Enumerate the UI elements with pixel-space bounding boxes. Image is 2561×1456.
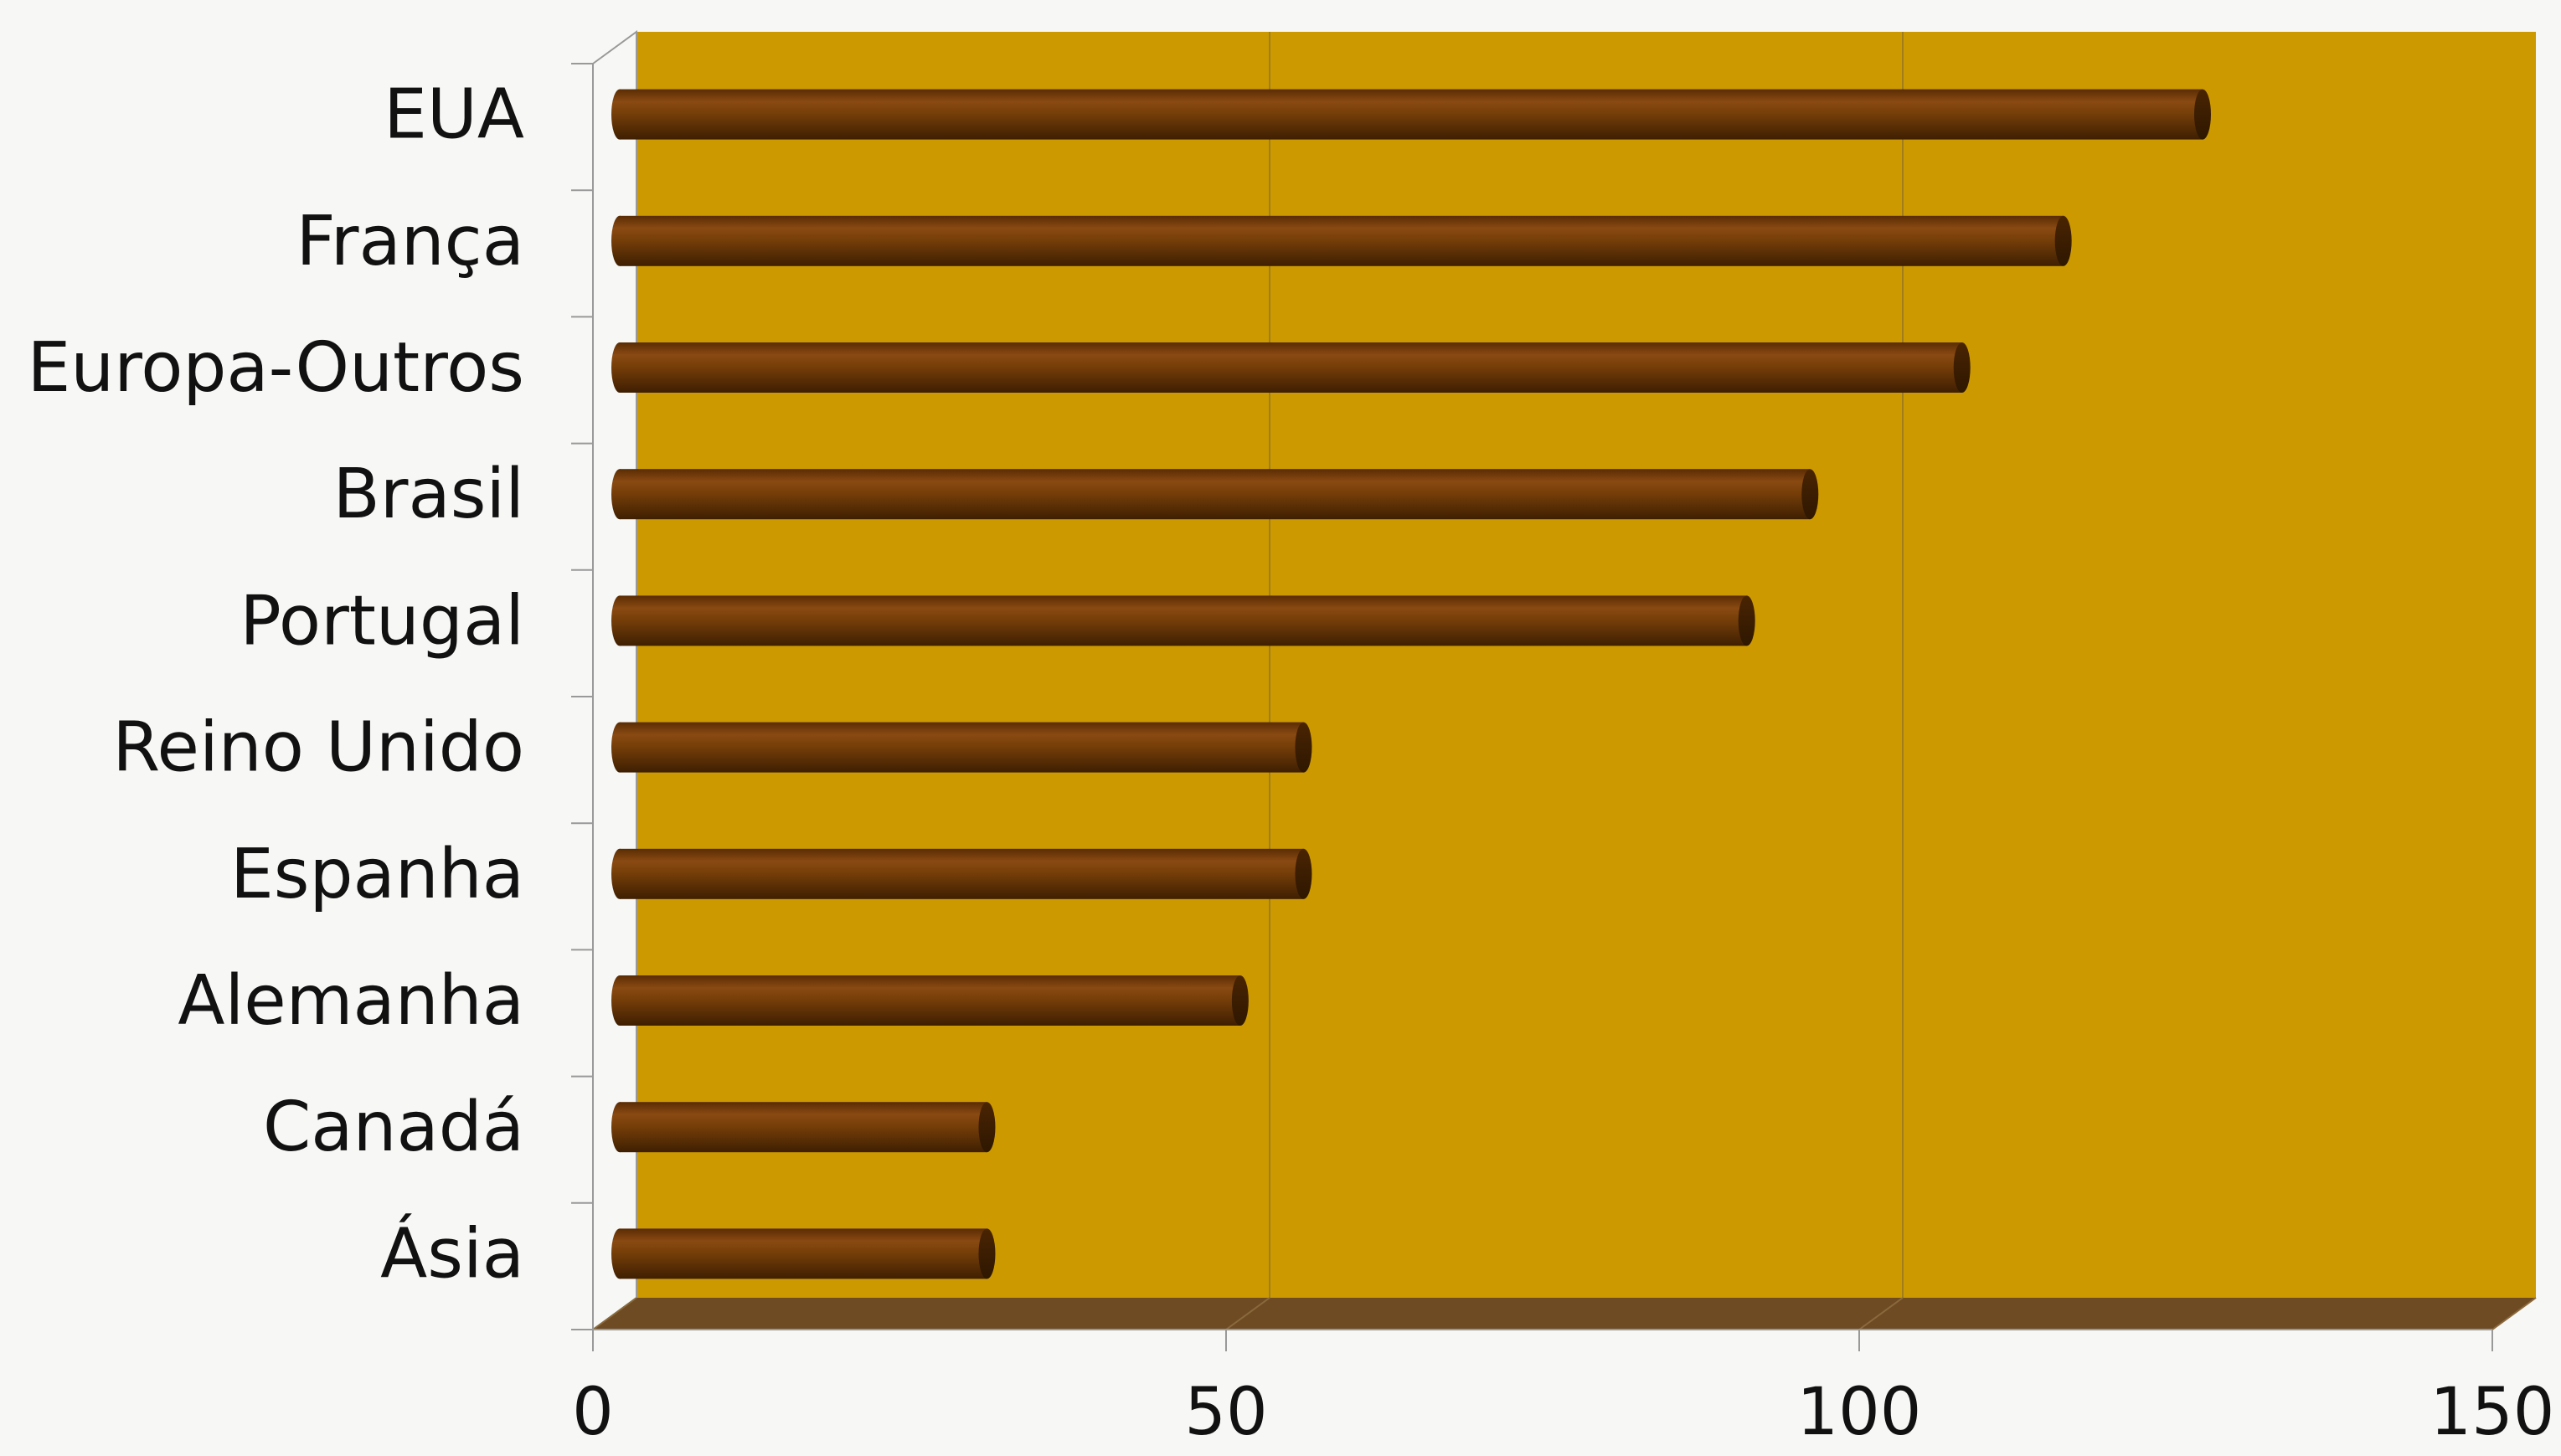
bar-start-cap <box>611 1102 628 1153</box>
y-category-label: Canadá <box>263 1088 524 1167</box>
x-tick-label: 150 <box>2430 1375 2555 1450</box>
bar <box>611 1228 996 1279</box>
bar <box>611 469 1819 520</box>
bar <box>611 1102 996 1153</box>
bar-start-cap <box>611 89 628 140</box>
bar-body <box>620 89 2203 140</box>
bar-body <box>620 342 1962 393</box>
bar-body <box>620 469 1811 520</box>
bar-start-cap <box>611 722 628 773</box>
y-category-label: EUA <box>384 75 524 155</box>
bar-end-cap <box>1738 595 1755 646</box>
y-category-label: Europa-Outros <box>28 328 525 408</box>
y-category-label: Ásia <box>380 1213 524 1294</box>
y-category-label: França <box>296 202 524 281</box>
floor-gridline <box>1858 1297 1904 1330</box>
bar-end-cap <box>1801 469 1819 520</box>
floor-gridline <box>1225 1297 1270 1330</box>
bar-body <box>620 975 1240 1026</box>
y-category-label: Reino Unido <box>112 708 524 788</box>
bar <box>611 722 1312 773</box>
bar-start-cap <box>611 1228 628 1279</box>
plot-floor <box>593 1298 2536 1330</box>
bar-end-cap <box>2054 215 2072 266</box>
floor-gridline <box>592 1297 637 1330</box>
bar-start-cap <box>611 342 628 393</box>
bar-end-cap <box>978 1228 996 1279</box>
bar-body <box>620 595 1747 646</box>
bar <box>611 975 1249 1026</box>
bar-body <box>620 1228 987 1279</box>
bar <box>611 215 2072 266</box>
bar-end-cap <box>1953 342 1971 393</box>
x-tick-label: 100 <box>1797 1375 1922 1450</box>
bar <box>611 342 1971 393</box>
bar-body <box>620 848 1304 899</box>
bar-body <box>620 1102 987 1153</box>
bar-start-cap <box>611 595 628 646</box>
bar-end-cap <box>1295 848 1312 899</box>
bar-start-cap <box>611 848 628 899</box>
bar-end-cap <box>2194 89 2211 140</box>
bar <box>611 89 2211 140</box>
x-tick-label: 0 <box>572 1375 614 1450</box>
bar-body <box>620 722 1304 773</box>
bar-start-cap <box>611 469 628 520</box>
y-category-label: Alemanha <box>178 961 524 1041</box>
bar-end-cap <box>1295 722 1312 773</box>
bar-start-cap <box>611 215 628 266</box>
bar <box>611 848 1312 899</box>
y-category-label: Brasil <box>332 455 524 534</box>
bar-start-cap <box>611 975 628 1026</box>
bar-end-cap <box>978 1102 996 1153</box>
bar-end-cap <box>1231 975 1249 1026</box>
bar <box>611 595 1755 646</box>
y-category-label: Portugal <box>240 581 524 661</box>
bar-body <box>620 215 2064 266</box>
x-tick-label: 50 <box>1184 1375 1267 1450</box>
y-category-label: Espanha <box>230 835 524 914</box>
floor-gridline <box>2491 1297 2537 1330</box>
